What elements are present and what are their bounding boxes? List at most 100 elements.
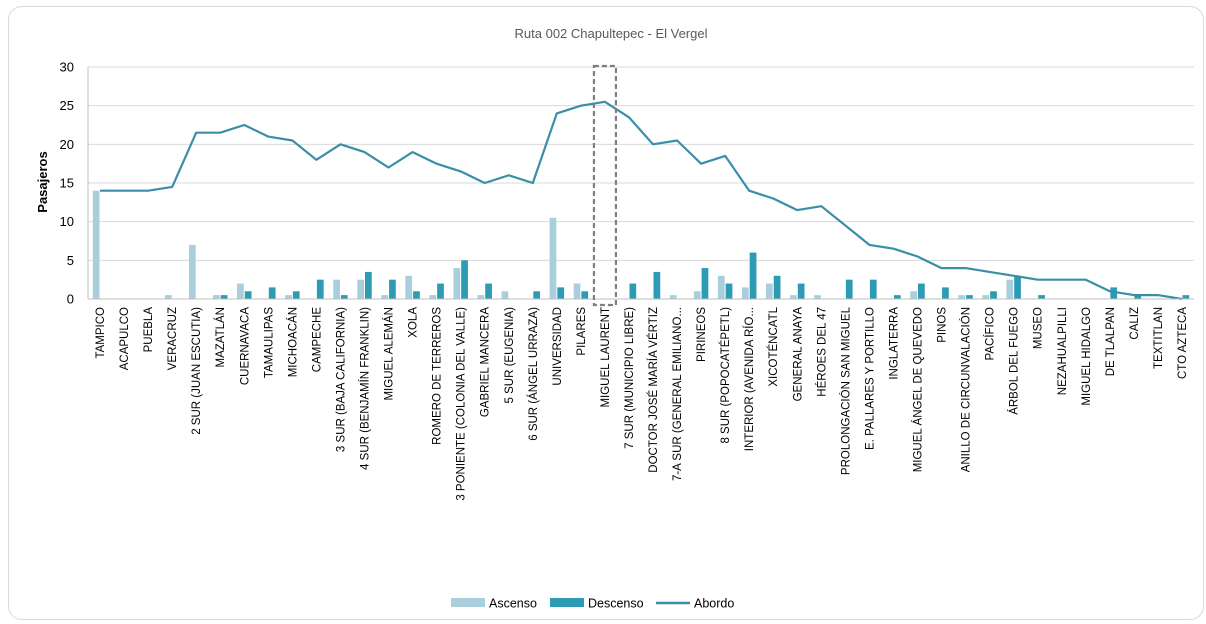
ascenso-bar <box>958 295 966 299</box>
category-label: ROMERO DE TERREROS <box>432 307 444 445</box>
descenso-bar <box>220 295 228 299</box>
y-tick-label: 25 <box>60 98 74 113</box>
ascenso-bar <box>717 275 725 299</box>
category-label: 7-A SUR (GENERAL EMILIANO... <box>672 307 684 481</box>
category-label: MAZATLÁN <box>214 307 227 368</box>
category-label: 7 SUR (MUNICIPIO LIBRE) <box>624 307 636 449</box>
ascenso-bar <box>1006 279 1014 299</box>
ascenso-bar <box>766 283 773 299</box>
ascenso-bar <box>790 295 797 299</box>
category-label: DOCTOR JOSÉ MARÍA VÉRTIZ <box>647 307 660 473</box>
ascenso-bar <box>549 217 557 299</box>
y-tick-label: 10 <box>60 214 74 229</box>
descenso-bar <box>701 268 709 299</box>
category-label: ÁRBOL DEL FUEGO <box>1008 307 1021 415</box>
ascenso-bar <box>669 295 677 299</box>
descenso-bar <box>773 275 781 299</box>
category-label: XOLA <box>408 307 420 338</box>
category-label: MIGUEL LAURENT <box>600 307 612 408</box>
descenso-bar <box>990 291 997 299</box>
legend-swatch <box>451 598 485 607</box>
category-label: CTO AZTECA <box>1177 307 1189 379</box>
category-label: NEZAHUALPILLI <box>1057 307 1069 395</box>
category-label: XICOTÉNCATL <box>767 306 780 386</box>
descenso-bar <box>292 291 300 299</box>
legend: Ascenso Descenso Abordo <box>451 597 734 611</box>
category-label: INTERIOR (AVENIDA RÍO... <box>743 307 756 451</box>
ascenso-bar <box>92 190 100 299</box>
category-label: PACÍFICO <box>984 307 997 361</box>
category-label: 3 PONIENTE (COLONIA DEL VALLE) <box>456 307 468 501</box>
ascenso-bar <box>429 295 437 299</box>
descenso-bar <box>389 279 396 299</box>
ascenso-bar <box>693 291 701 299</box>
ascenso-bar <box>814 295 821 299</box>
descenso-bar <box>533 291 541 299</box>
gridlines <box>88 66 1194 261</box>
ascenso-bar <box>237 283 244 299</box>
category-label: PILARES <box>576 307 588 356</box>
ascenso-bar <box>357 279 364 299</box>
category-label: 4 SUR (BENJAMÍN FRANKLIN) <box>359 307 372 470</box>
y-tick-label: 5 <box>67 253 74 268</box>
category-label: CALIZ <box>1129 307 1141 340</box>
ascenso-bar <box>188 244 196 299</box>
y-tick-label: 15 <box>60 176 74 191</box>
descenso-bar <box>1134 295 1142 299</box>
category-label: PUEBLA <box>143 307 155 353</box>
category-label: TAMAULIPAS <box>263 307 275 378</box>
category-label: DE TLALPAN <box>1105 307 1117 376</box>
descenso-bar <box>869 279 877 299</box>
descenso-bar <box>268 287 276 299</box>
descenso-bar <box>581 291 589 299</box>
descenso-bar <box>244 291 252 299</box>
category-label: 8 SUR (POPOCATÉPETL) <box>719 307 732 444</box>
abordo-line <box>100 100 1183 301</box>
descenso-bar <box>461 260 468 299</box>
bars <box>92 190 1190 299</box>
abordo-line-path <box>100 100 1183 301</box>
ascenso-bar <box>213 295 220 299</box>
descenso-bar <box>1014 275 1021 299</box>
y-tick-label: 0 <box>67 292 74 307</box>
category-label: 6 SUR (ÁNGEL URRAZA) <box>527 307 540 441</box>
ascenso-bar <box>741 287 749 299</box>
category-label: ACAPULCO <box>119 307 131 370</box>
category-label: 5 SUR (EUGENIA) <box>504 307 516 404</box>
descenso-bar <box>893 295 901 299</box>
category-label: VERACRUZ <box>167 307 179 370</box>
descenso-bar <box>966 295 973 299</box>
category-label: MUSEO <box>1033 307 1045 349</box>
descenso-bar <box>845 279 853 299</box>
category-label: MIGUEL HIDALGO <box>1081 307 1093 406</box>
axes: 0 5 10 15 20 25 30 TAMPICO ACAPULCO PUEBLA VERACRU… <box>60 60 1194 501</box>
descenso-bar <box>653 271 661 299</box>
descenso-bar <box>1110 287 1118 299</box>
descenso-bar <box>1182 295 1190 299</box>
descenso-bar <box>340 295 348 299</box>
highlight-box <box>592 64 618 307</box>
chart-title: Ruta 002 Chapultepec - El Vergel <box>515 26 708 41</box>
ascenso-bar <box>405 275 413 299</box>
descenso-bar <box>557 287 565 299</box>
descenso-bar <box>725 283 733 299</box>
y-axis-label: Pasajeros <box>35 151 50 212</box>
descenso-bar <box>797 283 805 299</box>
category-label: PINOS <box>937 307 949 343</box>
ascenso-bar <box>910 291 917 299</box>
descenso-bar <box>942 287 949 299</box>
ascenso-bar <box>477 295 485 299</box>
category-label: TAMPICO <box>95 307 107 359</box>
category-label: MICHOACÁN <box>286 307 299 377</box>
ascenso-bar <box>381 295 389 299</box>
chart-frame <box>8 6 1204 620</box>
category-label: UNIVERSIDAD <box>552 307 564 386</box>
descenso-bar <box>485 283 492 299</box>
legend-swatch <box>550 598 584 607</box>
ascenso-bar <box>164 295 172 299</box>
descenso-bar <box>365 271 372 299</box>
descenso-bar <box>437 283 444 299</box>
category-label: PIRINEOS <box>696 307 708 362</box>
y-tick-label: 30 <box>60 60 74 75</box>
ascenso-bar <box>573 283 581 299</box>
